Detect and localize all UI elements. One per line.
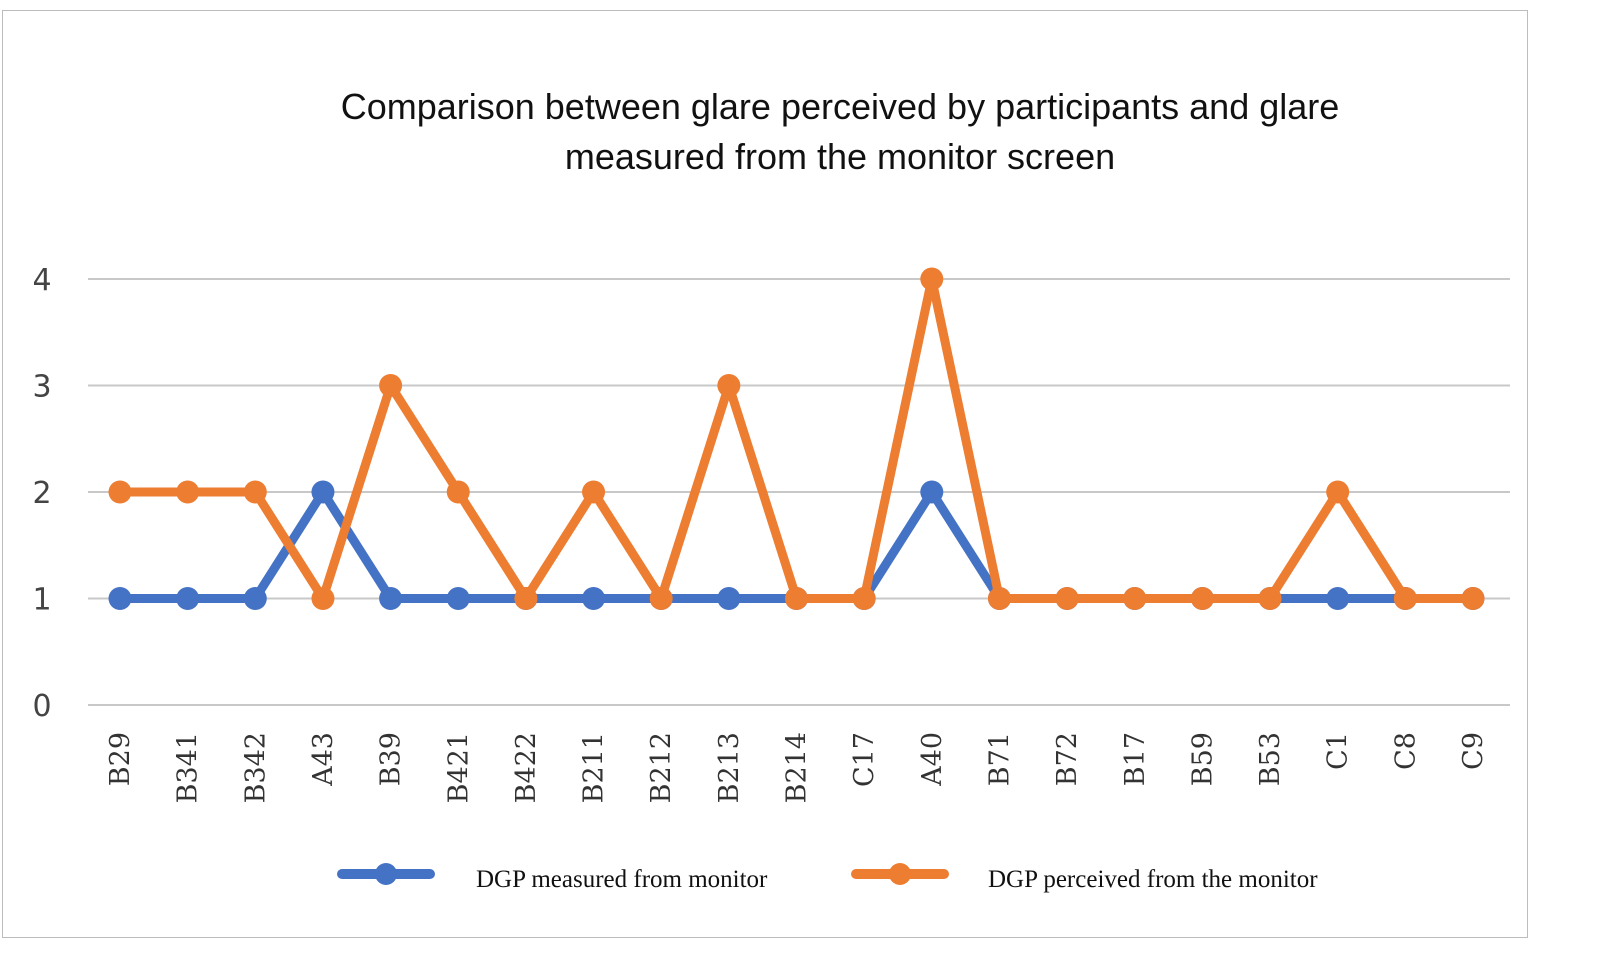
x-tick-label: C8 xyxy=(1390,732,1421,770)
data-point xyxy=(1055,587,1079,610)
y-tick-label: 0 xyxy=(32,689,51,724)
legend-label: DGP perceived from the monitor xyxy=(988,866,1318,893)
data-point xyxy=(379,587,403,610)
data-point xyxy=(243,480,267,504)
data-point xyxy=(717,587,741,610)
data-point xyxy=(311,587,335,610)
data-point xyxy=(582,480,606,504)
x-axis-ticks: B29 B341 B342 A43 B39 B421 B422 B211 B212 B213 B21… xyxy=(105,732,1489,803)
y-tick-label: 2 xyxy=(32,476,51,511)
chart-frame xyxy=(2,10,1528,938)
x-tick-label: C1 xyxy=(1323,732,1354,770)
data-point xyxy=(1123,587,1147,610)
x-tick-label: B342 xyxy=(240,732,271,803)
y-tick-label: 1 xyxy=(32,583,51,618)
legend: DGP measured from monitor DGP perceived f… xyxy=(337,863,1318,893)
series-line xyxy=(115,487,1478,603)
x-tick-label: B421 xyxy=(443,732,474,803)
legend-swatch-marker xyxy=(375,863,397,885)
data-point xyxy=(582,587,606,610)
series-perceived xyxy=(108,267,1485,610)
data-point xyxy=(176,480,200,504)
data-point xyxy=(649,587,673,610)
x-tick-label: B72 xyxy=(1052,732,1083,786)
legend-item: DGP measured from monitor xyxy=(337,863,768,893)
series-line xyxy=(115,274,1478,603)
data-point xyxy=(1461,587,1485,610)
data-point xyxy=(379,374,403,397)
series-layer xyxy=(108,267,1485,610)
legend-item: DGP perceived from the monitor xyxy=(851,863,1318,893)
x-tick-label: B39 xyxy=(376,732,407,786)
x-tick-label: B53 xyxy=(1255,732,1286,786)
x-tick-label: B17 xyxy=(1120,732,1151,786)
data-point xyxy=(514,587,538,610)
x-tick-label: B211 xyxy=(579,732,610,803)
x-tick-label: A43 xyxy=(308,732,339,787)
data-point xyxy=(987,587,1011,610)
data-point xyxy=(1326,587,1350,610)
chart-title: Comparison between glare perceived by pa… xyxy=(140,82,1540,182)
data-point xyxy=(446,480,470,504)
y-tick-label: 3 xyxy=(32,370,51,405)
data-point xyxy=(108,480,132,504)
data-point xyxy=(243,587,267,610)
x-tick-label: B422 xyxy=(511,732,542,803)
data-point xyxy=(920,480,944,504)
gridlines xyxy=(88,278,1510,706)
data-point xyxy=(1326,480,1350,504)
data-point xyxy=(1258,587,1282,610)
x-tick-label: B59 xyxy=(1187,732,1218,786)
data-point xyxy=(717,374,741,397)
x-tick-label: C9 xyxy=(1458,732,1489,770)
y-tick-label: 4 xyxy=(32,263,51,298)
x-tick-label: B341 xyxy=(173,732,204,803)
y-axis-ticks: 0 1 2 3 4 xyxy=(32,263,51,724)
data-point xyxy=(852,587,876,610)
data-point xyxy=(785,587,808,610)
data-point xyxy=(108,587,132,610)
chart-title-line-1: Comparison between glare perceived by pa… xyxy=(340,86,1340,127)
data-point xyxy=(1393,587,1417,610)
data-point xyxy=(920,267,944,291)
x-tick-label: B29 xyxy=(105,732,136,786)
x-tick-label: A40 xyxy=(917,732,948,787)
legend-swatch-marker xyxy=(889,863,911,885)
data-point xyxy=(1190,587,1214,610)
x-tick-label: B212 xyxy=(646,732,677,803)
chart-title-line-2: measured from the monitor screen xyxy=(564,136,1116,177)
x-tick-label: B214 xyxy=(782,732,813,803)
x-tick-label: B213 xyxy=(714,732,745,803)
x-tick-label: C17 xyxy=(849,732,880,787)
data-point xyxy=(311,480,335,504)
data-point xyxy=(176,587,200,610)
data-point xyxy=(446,587,470,610)
legend-label: DGP measured from monitor xyxy=(476,866,768,893)
x-tick-label: B71 xyxy=(984,732,1015,786)
